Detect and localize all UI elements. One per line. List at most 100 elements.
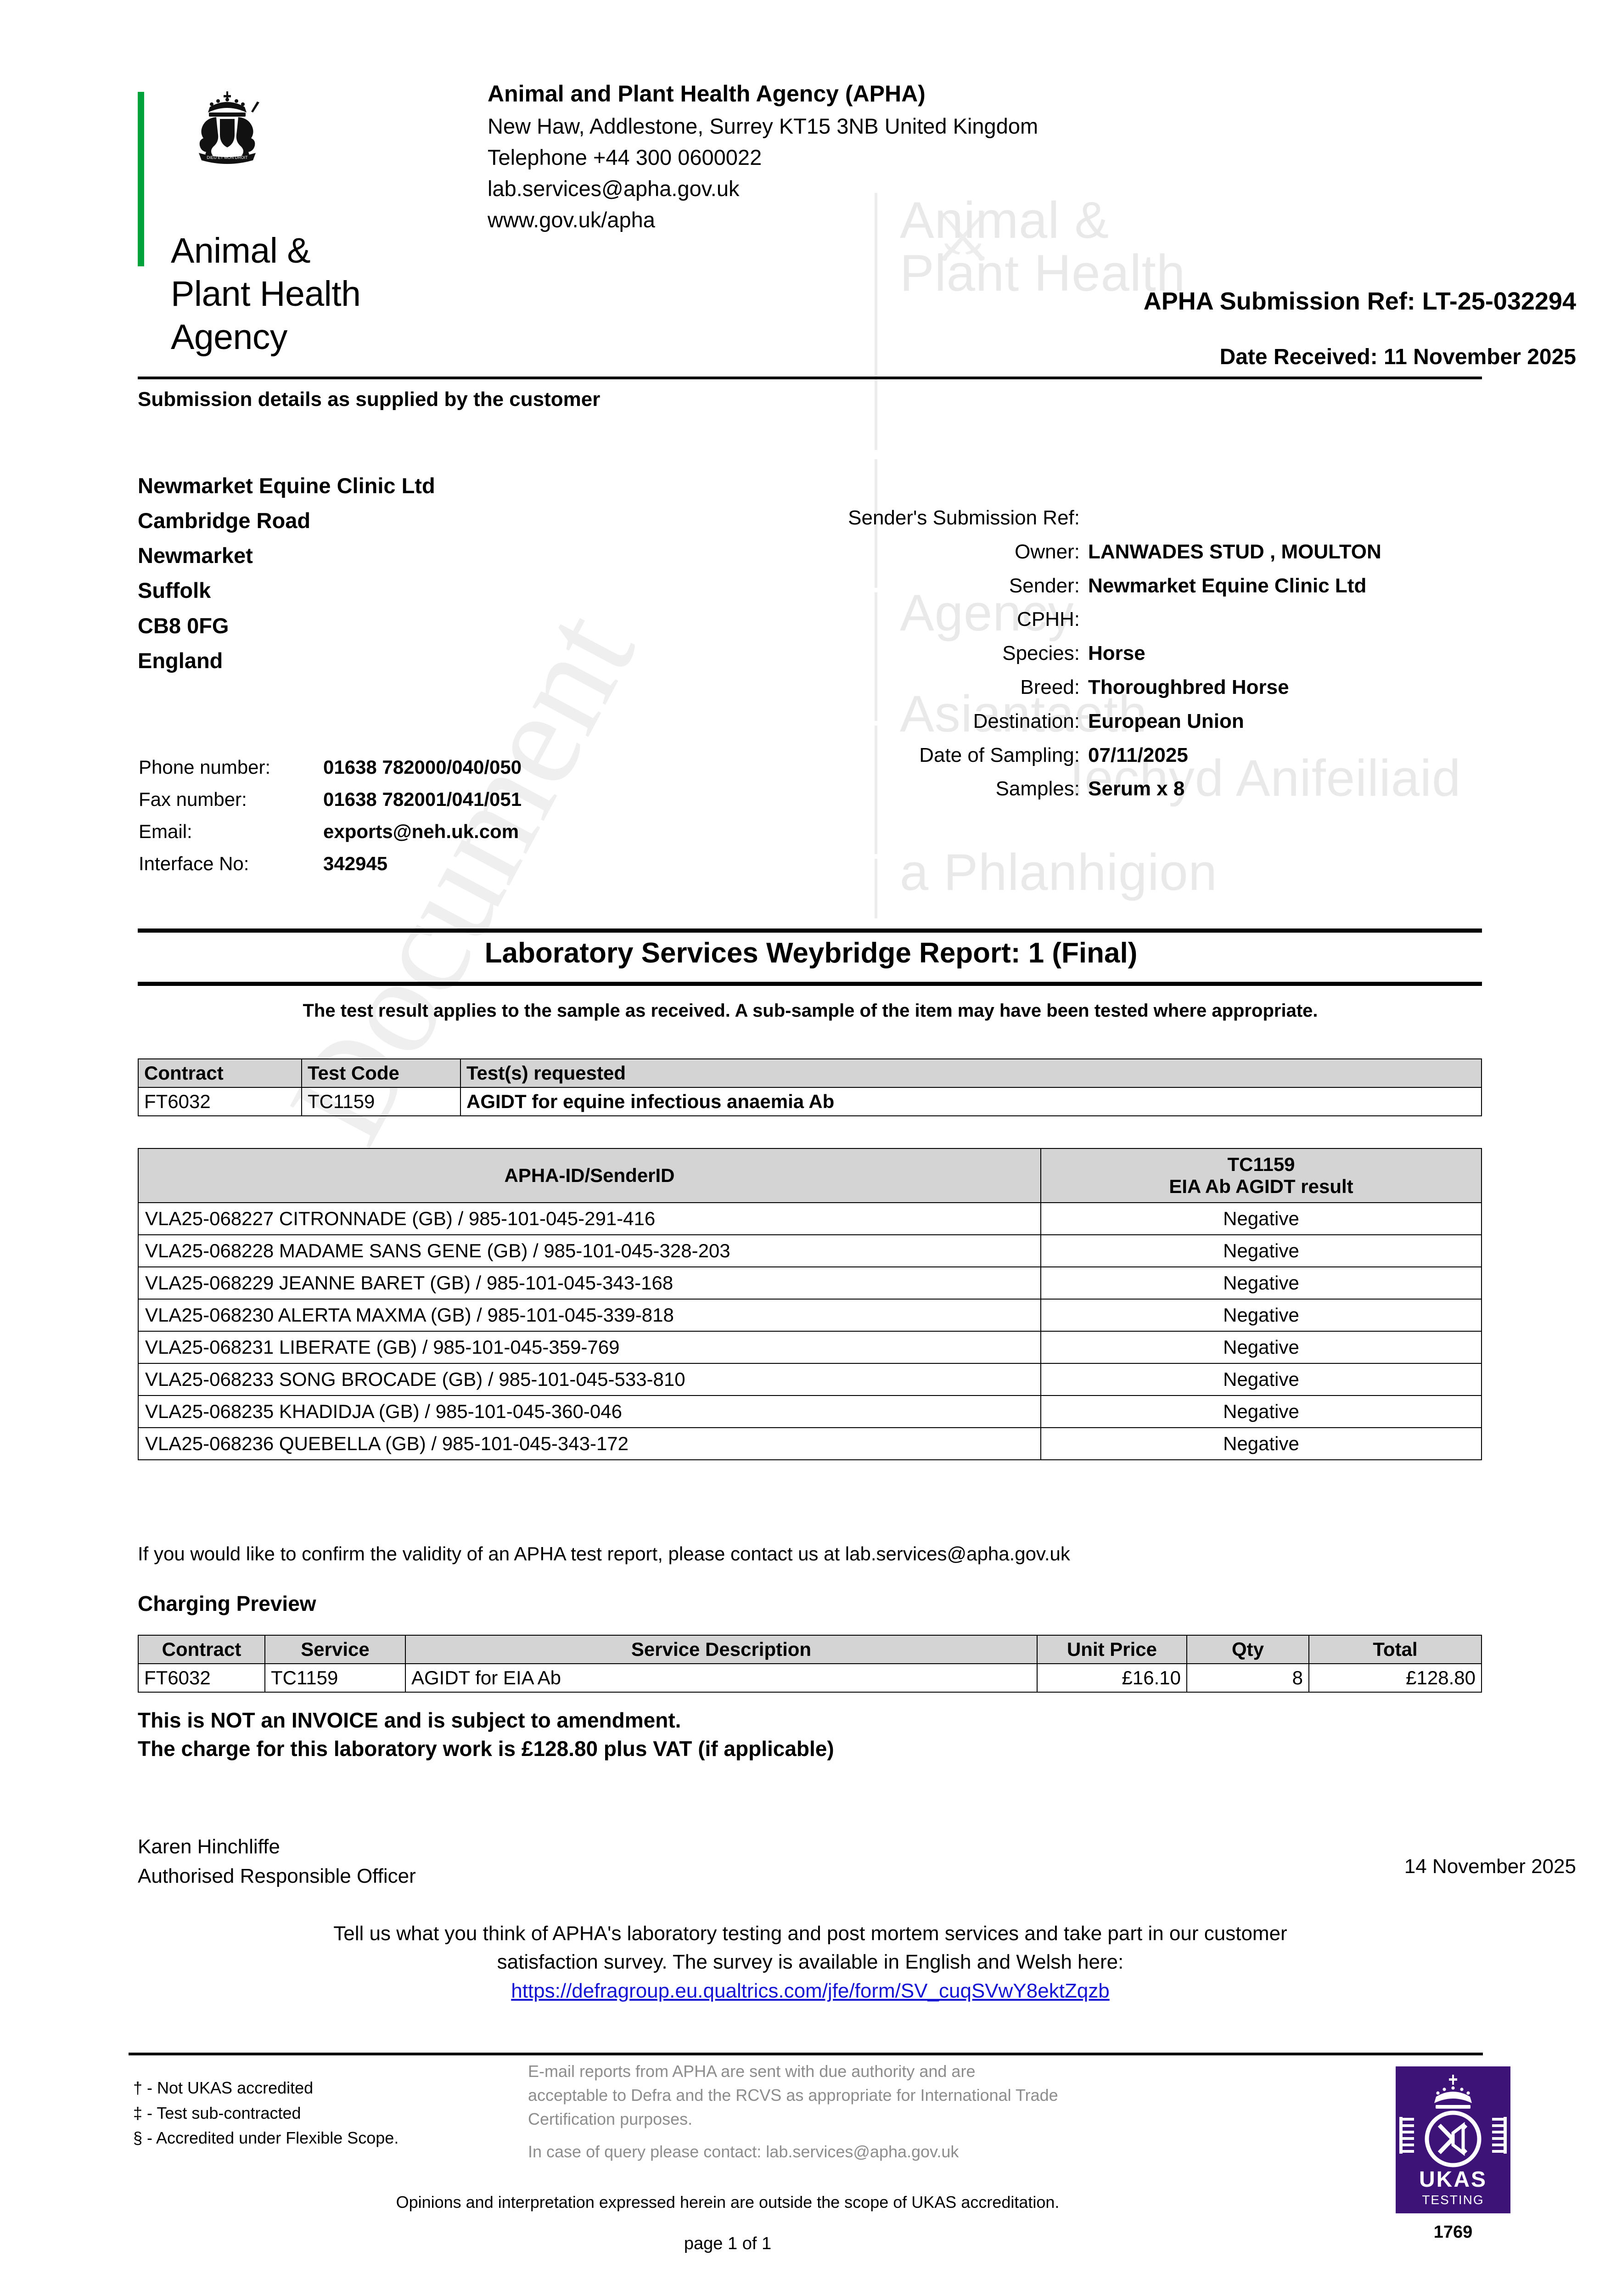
col-qty: Qty xyxy=(1186,1635,1309,1664)
col-tests-requested: Test(s) requested xyxy=(460,1058,1482,1088)
table-row: VLA25-068231 LIBERATE (GB) / 985-101-045… xyxy=(138,1331,1482,1364)
not-invoice-line-1: This is NOT an INVOICE and is subject to… xyxy=(138,1708,681,1732)
meta-value xyxy=(1088,501,1381,535)
ukas-wordmark: UKAS xyxy=(1419,2167,1487,2192)
table-header-row: Contract Service Service Description Uni… xyxy=(138,1635,1482,1664)
email-note-line-1: E-mail reports from APHA are sent with d… xyxy=(528,2062,976,2081)
validity-note: If you would like to confirm the validit… xyxy=(138,1543,1070,1564)
survey-link[interactable]: https://defragroup.eu.qualtrics.com/jfe/… xyxy=(511,1979,1110,2002)
col-total: Total xyxy=(1308,1635,1482,1664)
table-row: VLA25-068228 MADAME SANS GENE (GB) / 985… xyxy=(138,1234,1482,1267)
customer-address-line: Suffolk xyxy=(138,578,211,603)
accreditation-key: † - Not UKAS accredited ‡ - Test sub-con… xyxy=(133,2076,398,2151)
contact-label: Email: xyxy=(139,821,192,843)
meta-row: Owner: LANWADES STUD , MOULTON xyxy=(758,535,1381,568)
meta-label: Sender: xyxy=(1009,574,1080,597)
meta-value: European Union xyxy=(1088,709,1244,732)
cell-result: Negative xyxy=(1040,1427,1482,1460)
table-header-row: Contract Test Code Test(s) requested xyxy=(138,1058,1482,1088)
meta-row: Destination: European Union xyxy=(758,705,1381,738)
spacer xyxy=(528,2132,1244,2140)
watermark-rule-2 xyxy=(875,459,877,588)
table-row: VLA25-068233 SONG BROCADE (GB) / 985-101… xyxy=(138,1363,1482,1396)
signatory-role: Authorised Responsible Officer xyxy=(138,1864,416,1887)
cell-total: £128.80 xyxy=(1308,1663,1482,1693)
submission-details-label: Submission details as supplied by the cu… xyxy=(138,388,601,411)
col-apha-id: APHA-ID/SenderID xyxy=(138,1148,1041,1203)
agency-website: www.gov.uk/apha xyxy=(488,207,655,232)
contact-value: exports@neh.uk.com xyxy=(323,821,519,843)
contact-row: Phone number: 01638 782000/040/050 xyxy=(139,752,522,783)
cell-sample-id: VLA25-068227 CITRONNADE (GB) / 985-101-0… xyxy=(138,1202,1041,1235)
customer-address-line: Cambridge Road xyxy=(138,508,311,533)
cell-unit-price: £16.10 xyxy=(1037,1663,1187,1693)
query-note: In case of query please contact: lab.ser… xyxy=(528,2142,959,2161)
submission-meta-table: Sender's Submission Ref: Owner: LANWADES… xyxy=(758,501,1382,806)
email-note-line-2: acceptable to Defra and the RCVS as appr… xyxy=(528,2086,1058,2105)
survey-line-1: Tell us what you think of APHA's laborat… xyxy=(333,1922,1287,1945)
cell-service: TC1159 xyxy=(264,1663,406,1693)
charging-preview-label: Charging Preview xyxy=(138,1592,316,1615)
meta-value xyxy=(1088,603,1381,636)
meta-value: Thoroughbred Horse xyxy=(1088,675,1289,698)
email-authority-note: E-mail reports from APHA are sent with d… xyxy=(528,2060,1244,2164)
survey-invitation: Tell us what you think of APHA's laborat… xyxy=(138,1919,1483,2005)
ukas-accreditation-number: 1769 xyxy=(1433,2223,1473,2242)
cell-result: Negative xyxy=(1040,1331,1482,1364)
logo-line-2: Plant Health xyxy=(171,274,361,314)
col-contract: Contract xyxy=(138,1058,302,1088)
svg-text:DIEU ET MON DROIT: DIEU ET MON DROIT xyxy=(207,155,248,160)
agency-contact-block: Animal and Plant Health Agency (APHA) Ne… xyxy=(488,77,1038,236)
meta-label: Sender's Submission Ref: xyxy=(848,506,1080,529)
customer-address-line: Newmarket Equine Clinic Ltd xyxy=(138,473,435,498)
meta-row: Date of Sampling: 07/11/2025 xyxy=(758,739,1381,772)
watermark-rule-1 xyxy=(875,193,877,450)
watermark-line-6: a Phlanhigion xyxy=(900,844,1218,901)
opinion-disclaimer: Opinions and interpretation expressed he… xyxy=(396,2193,1060,2212)
contact-row: Fax number: 01638 782001/041/051 xyxy=(139,784,522,815)
contact-row: Email: exports@neh.uk.com xyxy=(139,816,522,847)
cell-result: Negative xyxy=(1040,1299,1482,1332)
meta-value: Newmarket Equine Clinic Ltd xyxy=(1088,574,1367,597)
meta-row: CPHH: xyxy=(758,603,1381,636)
meta-label: Owner: xyxy=(1015,540,1080,563)
logo-line-3: Agency xyxy=(171,317,287,357)
ukas-sublabel: TESTING xyxy=(1422,2193,1484,2207)
cell-result: Negative xyxy=(1040,1202,1482,1235)
meta-label: Samples: xyxy=(995,777,1080,800)
report-disclaimer: The test result applies to the sample as… xyxy=(303,1001,1318,1021)
page-number: page 1 of 1 xyxy=(684,2234,772,2253)
col-test-code: Test Code xyxy=(301,1058,461,1088)
watermark-rule-4 xyxy=(875,726,877,854)
table-row: VLA25-068235 KHADIDJA (GB) / 985-101-045… xyxy=(138,1395,1482,1428)
royal-crest-icon: DIEU ET MON DROIT xyxy=(172,89,282,174)
table-row: VLA25-068229 JEANNE BARET (GB) / 985-101… xyxy=(138,1266,1482,1300)
contact-value: 342945 xyxy=(323,853,388,875)
charging-preview-table: Contract Service Service Description Uni… xyxy=(138,1635,1482,1693)
cell-test-code: TC1159 xyxy=(301,1087,461,1116)
accreditation-note: † - Not UKAS accredited xyxy=(133,2078,314,2097)
report-title-rule-bottom xyxy=(138,982,1482,986)
watermark-rule-5 xyxy=(875,859,877,918)
agency-name: Animal and Plant Health Agency (APHA) xyxy=(488,81,926,107)
col-contract: Contract xyxy=(138,1635,265,1664)
logo-line-1: Animal & xyxy=(171,231,311,270)
cell-sample-id: VLA25-068231 LIBERATE (GB) / 985-101-045… xyxy=(138,1331,1041,1364)
contact-row: Interface No: 342945 xyxy=(139,848,522,879)
signatory-block: Karen Hinchliffe Authorised Responsible … xyxy=(138,1832,416,1891)
cell-sample-id: VLA25-068233 SONG BROCADE (GB) / 985-101… xyxy=(138,1363,1041,1396)
contact-label: Phone number: xyxy=(139,756,271,778)
meta-label: Date of Sampling: xyxy=(919,743,1080,766)
footer-divider-rule xyxy=(129,2053,1483,2055)
result-code: TC1159 xyxy=(1227,1154,1295,1175)
cell-result: Negative xyxy=(1040,1234,1482,1267)
cell-result: Negative xyxy=(1040,1363,1482,1396)
cell-contract: FT6032 xyxy=(138,1663,265,1693)
date-received: Date Received: 11 November 2025 xyxy=(1219,345,1576,369)
tests-requested-table: Contract Test Code Test(s) requested FT6… xyxy=(138,1058,1482,1116)
ukas-testing-logo: UKAS TESTING xyxy=(1396,2066,1510,2213)
meta-row: Species: Horse xyxy=(758,637,1381,670)
contact-label: Interface No: xyxy=(139,853,249,875)
cell-result: Negative xyxy=(1040,1266,1482,1300)
cell-sample-id: VLA25-068228 MADAME SANS GENE (GB) / 985… xyxy=(138,1234,1041,1267)
